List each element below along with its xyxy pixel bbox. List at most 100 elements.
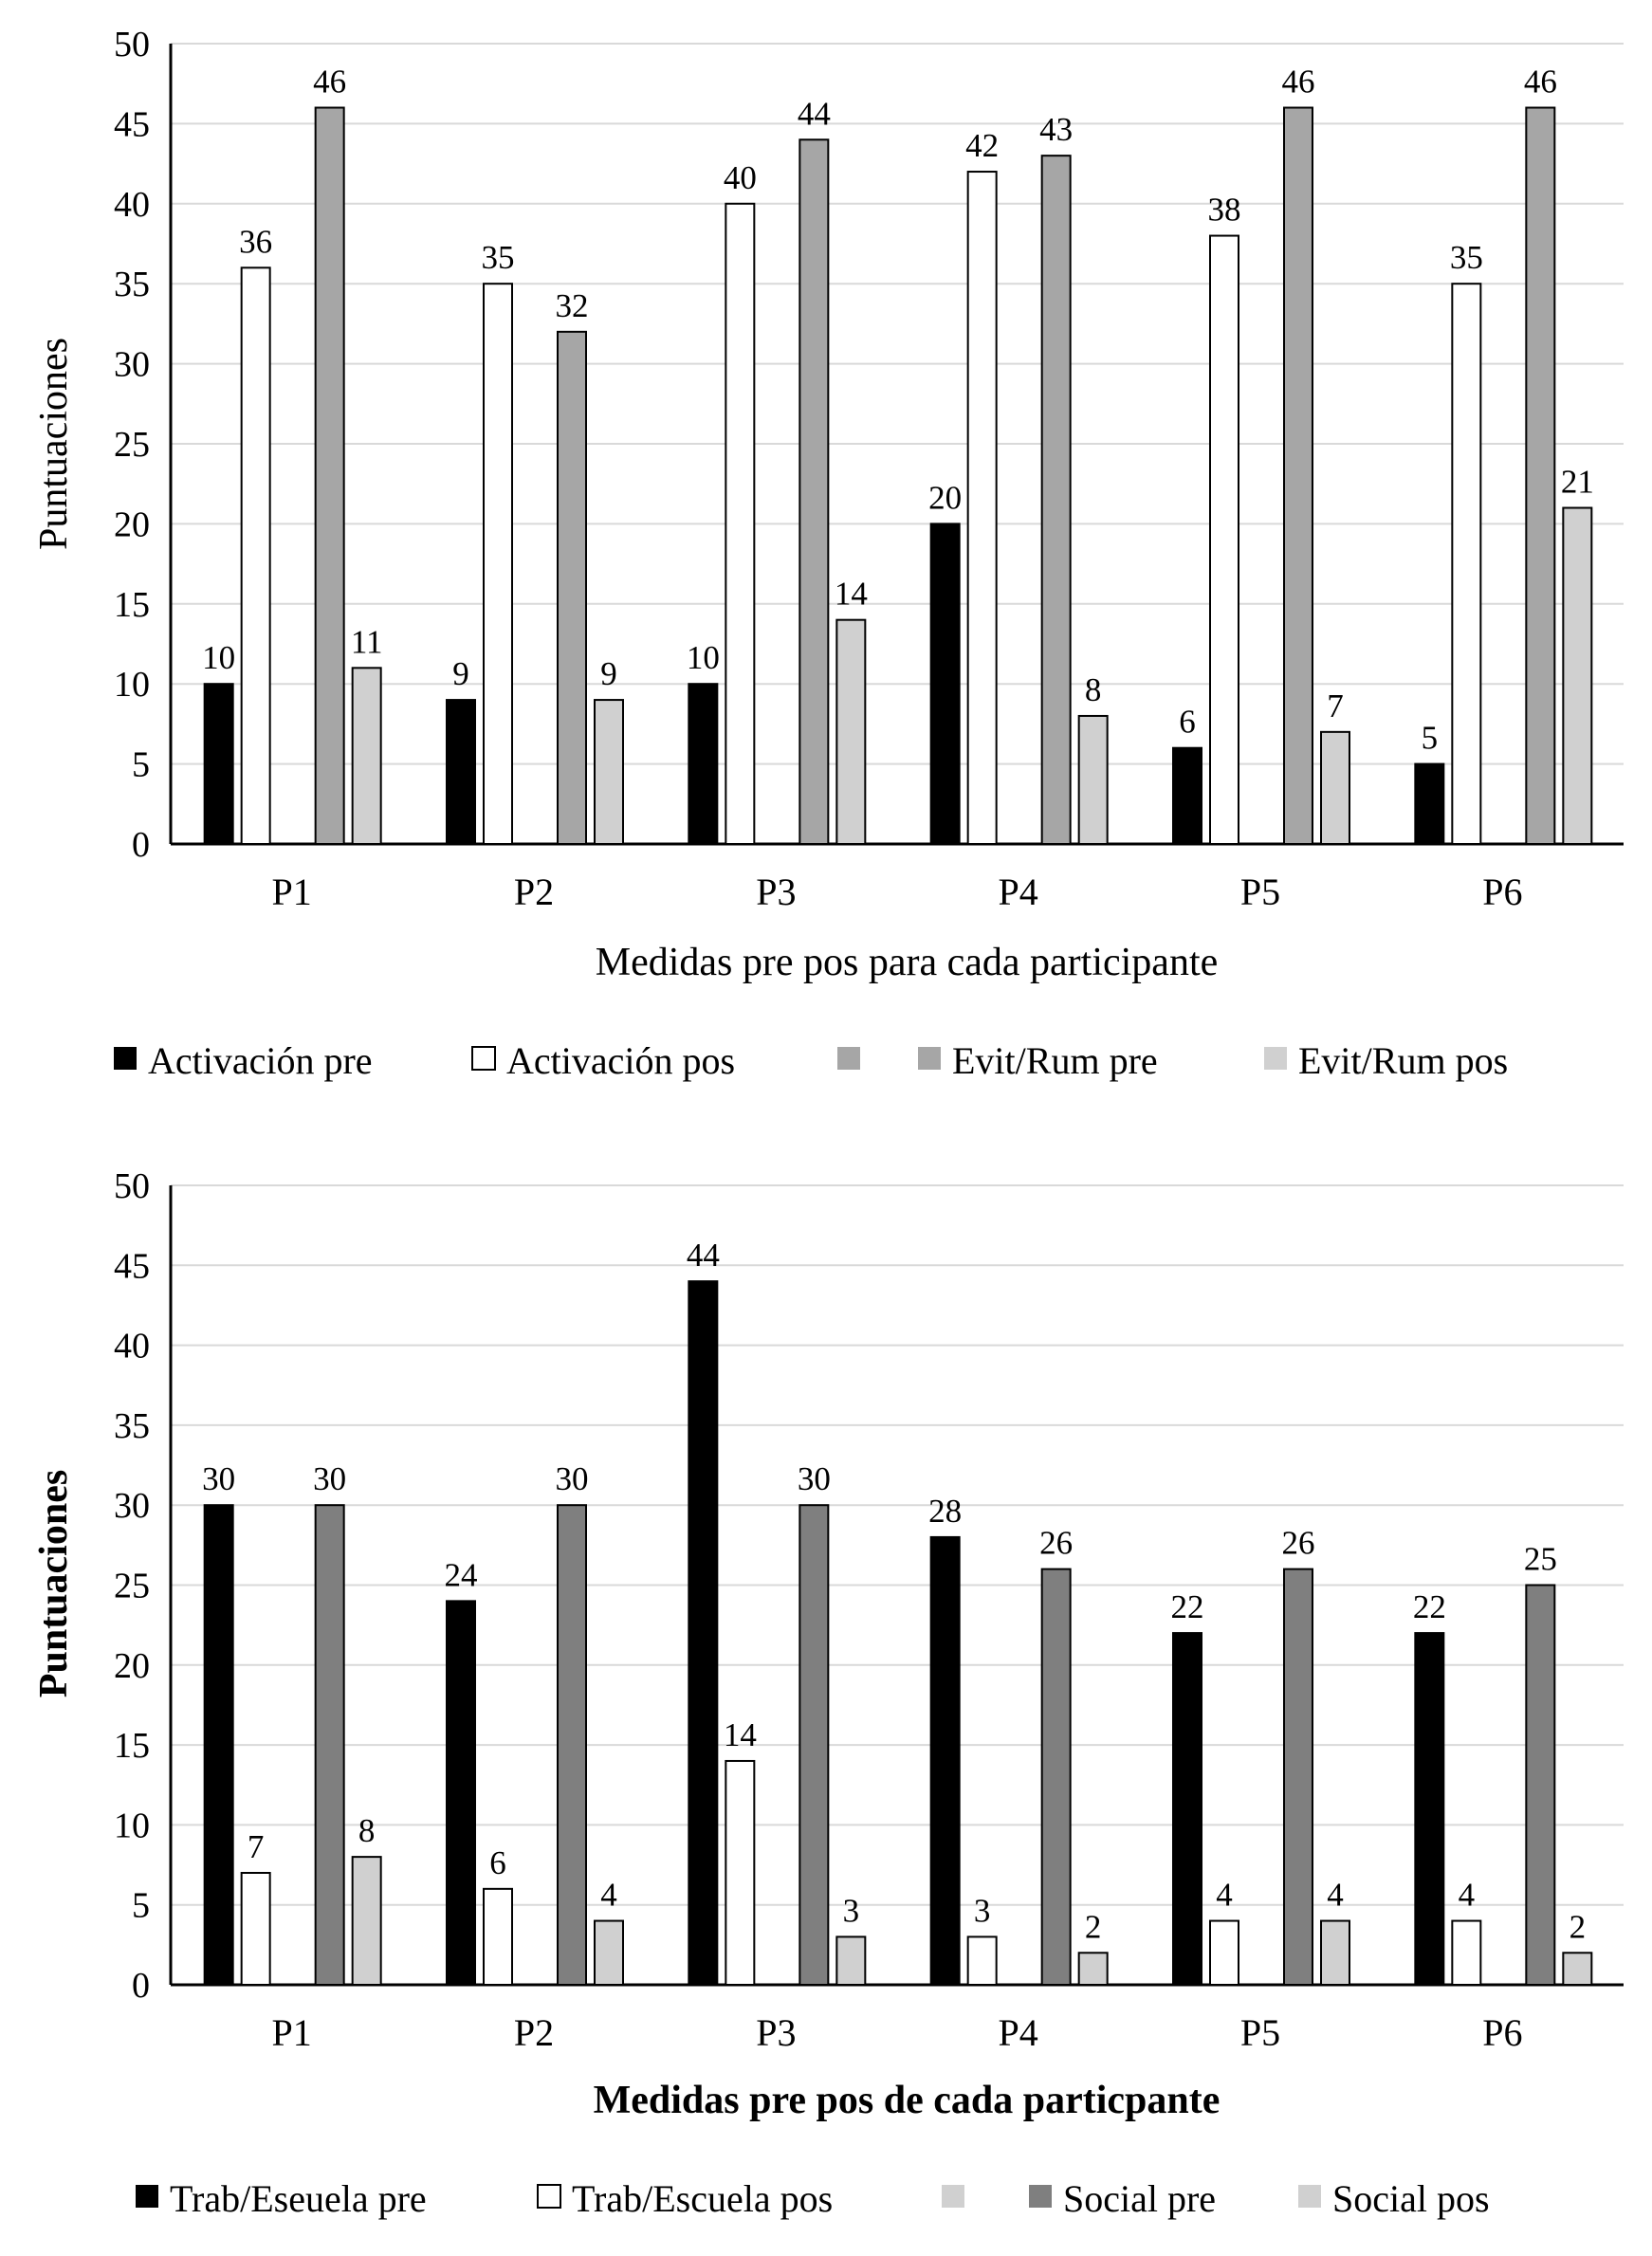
bar <box>240 1871 271 1986</box>
legend-swatch <box>918 1047 941 1070</box>
data-label: 4 <box>1459 1877 1476 1914</box>
data-label: 22 <box>1171 1588 1204 1625</box>
bar <box>1077 1952 1109 1987</box>
y-tick-label: 30 <box>114 1486 150 1526</box>
bar <box>314 1504 345 1986</box>
bar <box>798 1504 830 1986</box>
bar <box>557 330 587 845</box>
bar <box>1040 155 1072 846</box>
legend-label: Activación pre <box>148 1039 373 1082</box>
bar <box>725 202 756 846</box>
bar <box>1172 746 1202 845</box>
x-tick-label: P4 <box>999 871 1038 913</box>
legend-label: Trab/Escuela pos <box>572 2177 833 2220</box>
data-label: 26 <box>1039 1525 1073 1562</box>
bar <box>557 1504 587 1986</box>
chart-activacion-evitacion: 0 5 10 15 20 25 30 35 40 45 50 10 36 46 11 P1 9 35 32 9 P2 10… <box>32 25 1624 1082</box>
y-tick-label: 45 <box>114 1246 150 1286</box>
data-label: 30 <box>556 1460 589 1497</box>
data-label: 44 <box>687 1237 720 1274</box>
x-tick-label: P3 <box>756 2011 796 2054</box>
y-tick-label: 25 <box>114 1567 150 1606</box>
bar <box>1077 714 1109 846</box>
bar <box>1320 1919 1350 1987</box>
data-label: 4 <box>1216 1877 1233 1914</box>
data-label: 5 <box>1422 720 1439 757</box>
bar <box>1451 283 1482 845</box>
bar <box>483 1887 513 1986</box>
legend-swatch <box>136 2185 158 2208</box>
bar <box>203 1504 234 1986</box>
y-tick-label: 0 <box>132 825 150 865</box>
bar <box>835 618 867 845</box>
data-label: 11 <box>351 623 383 660</box>
bar <box>1320 730 1350 846</box>
legend-swatch <box>537 2184 561 2209</box>
data-label: 8 <box>358 1812 376 1849</box>
x-axis-title: Medidas pre pos para cada participante <box>596 941 1219 984</box>
y-tick-label: 5 <box>132 1886 150 1926</box>
y-tick-label: 15 <box>114 1726 150 1766</box>
data-label: 14 <box>724 1716 757 1753</box>
y-tick-label: 20 <box>114 504 150 544</box>
x-tick-label: P2 <box>514 871 554 913</box>
legend-swatch <box>471 1046 496 1071</box>
x-tick-label: P6 <box>1482 871 1522 913</box>
y-tick-label: 50 <box>114 25 150 64</box>
data-label: 7 <box>1327 688 1344 724</box>
y-tick-label: 15 <box>114 585 150 625</box>
bar <box>1172 1632 1202 1986</box>
y-axis-title: Puntuaciones <box>32 338 76 550</box>
x-tick-label: P5 <box>1240 871 1280 913</box>
bar <box>1040 1568 1072 1986</box>
data-label: 38 <box>1208 192 1241 229</box>
bar <box>929 1535 961 1987</box>
data-label: 46 <box>1524 64 1557 101</box>
data-label: 36 <box>239 223 272 260</box>
data-label: 43 <box>1039 111 1073 148</box>
data-label: 20 <box>928 479 962 516</box>
data-label: 35 <box>482 239 515 276</box>
data-label: 44 <box>798 95 831 132</box>
data-label: 30 <box>202 1460 235 1497</box>
bar <box>1283 1568 1313 1986</box>
legend-label: Evit/Rum pre <box>952 1039 1158 1082</box>
y-tick-label: 10 <box>114 1806 150 1845</box>
data-label: 42 <box>965 127 999 164</box>
legend-label: Social pre <box>1063 2177 1216 2220</box>
data-label: 10 <box>202 639 235 676</box>
y-tick-label: 10 <box>114 665 150 705</box>
legend-swatch <box>942 2185 964 2208</box>
data-label: 3 <box>843 1892 860 1929</box>
legend-swatch <box>1298 2185 1321 2208</box>
data-label: 8 <box>1085 671 1102 708</box>
bar <box>1525 106 1556 845</box>
bar <box>203 683 234 846</box>
bar <box>835 1935 867 1987</box>
bar <box>1414 1632 1445 1986</box>
data-label: 2 <box>1569 1908 1587 1945</box>
chart-trabajo-social: 05101520253035404550307308P1246304P24414… <box>32 1166 1624 2220</box>
data-label: 3 <box>974 1892 991 1929</box>
bar <box>966 171 998 846</box>
bar <box>314 106 345 845</box>
data-label: 6 <box>489 1844 506 1881</box>
y-tick-label: 30 <box>114 345 150 385</box>
bar <box>351 1856 382 1986</box>
x-tick-label: P1 <box>272 2011 312 2054</box>
bar <box>483 283 513 845</box>
data-label: 46 <box>1282 64 1315 101</box>
data-label: 40 <box>724 159 757 196</box>
data-label: 2 <box>1085 1908 1102 1945</box>
y-tick-label: 20 <box>114 1646 150 1686</box>
data-label: 4 <box>600 1877 617 1914</box>
y-tick-label: 0 <box>132 1966 150 2006</box>
legend-swatch <box>1264 1047 1287 1070</box>
x-tick-label: P4 <box>999 2011 1038 2054</box>
data-label: 7 <box>248 1828 265 1865</box>
data-label: 26 <box>1282 1525 1315 1562</box>
bar <box>446 1600 476 1986</box>
bar <box>798 138 830 845</box>
x-axis-title: Medidas pre pos de cada particpante <box>594 2079 1221 2122</box>
